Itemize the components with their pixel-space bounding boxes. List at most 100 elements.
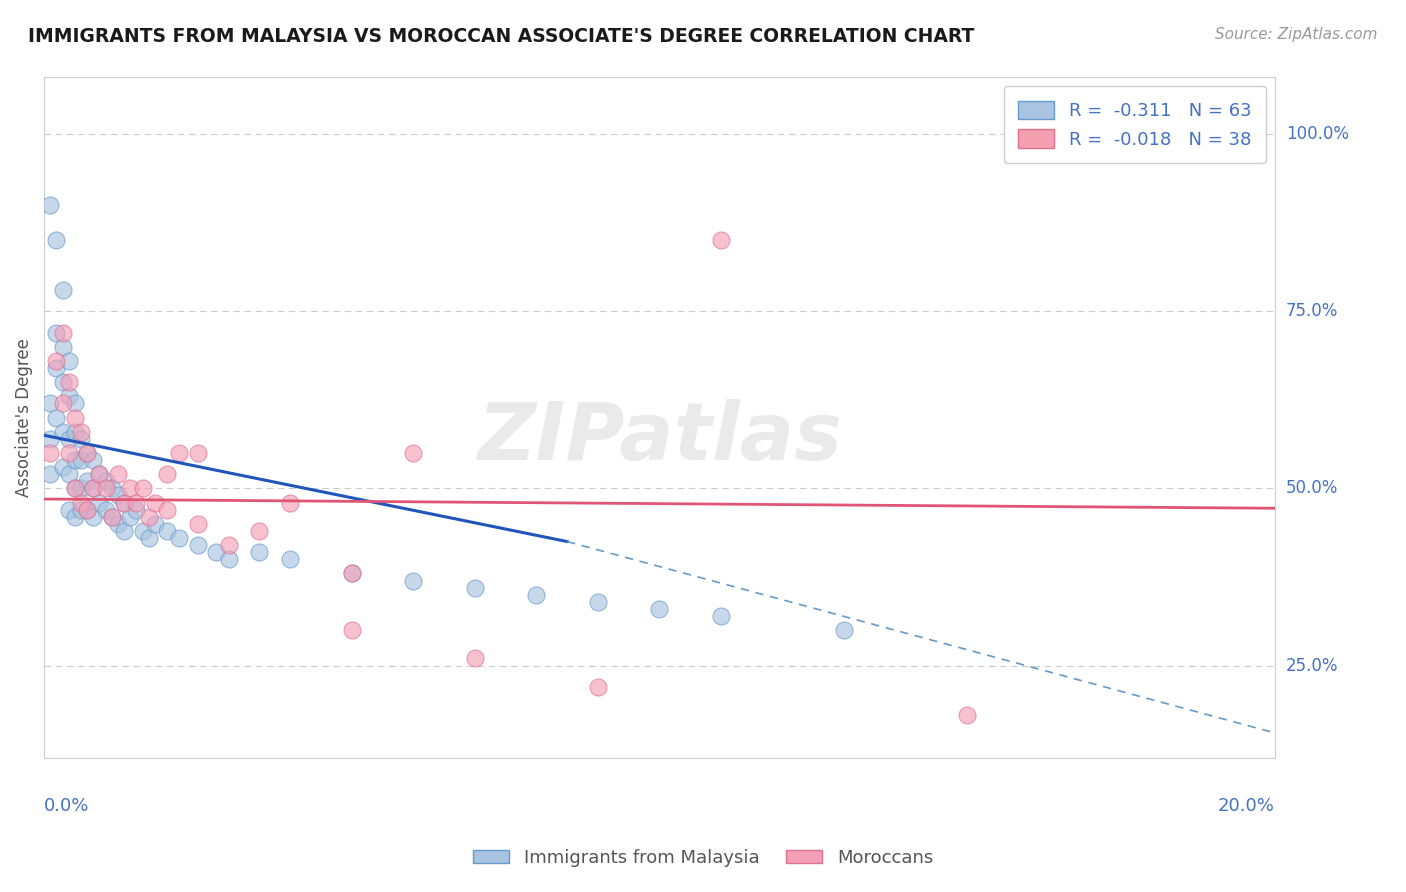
- Point: [169, 446, 191, 460]
- Point: [58, 446, 80, 460]
- Point: [63, 453, 86, 467]
- Legend: Immigrants from Malaysia, Moroccans: Immigrants from Malaysia, Moroccans: [465, 842, 941, 874]
- Point: [70, 453, 93, 467]
- Point: [63, 396, 86, 410]
- Point: [249, 524, 271, 538]
- Point: [76, 446, 98, 460]
- Point: [45, 326, 67, 340]
- Point: [52, 425, 75, 439]
- Point: [956, 708, 979, 723]
- Point: [112, 495, 135, 509]
- Point: [648, 602, 671, 616]
- Point: [52, 396, 75, 410]
- Point: [187, 446, 209, 460]
- Point: [82, 509, 104, 524]
- Point: [52, 283, 75, 297]
- Point: [82, 453, 104, 467]
- Point: [45, 234, 67, 248]
- Text: ZIPatlas: ZIPatlas: [477, 399, 842, 477]
- Point: [89, 467, 111, 482]
- Point: [340, 566, 363, 581]
- Point: [120, 509, 142, 524]
- Point: [63, 482, 86, 496]
- Point: [340, 566, 363, 581]
- Point: [278, 495, 301, 509]
- Point: [586, 595, 609, 609]
- Text: Source: ZipAtlas.com: Source: ZipAtlas.com: [1215, 27, 1378, 42]
- Point: [101, 482, 124, 496]
- Point: [70, 425, 93, 439]
- Text: 100.0%: 100.0%: [1286, 125, 1348, 143]
- Point: [101, 509, 124, 524]
- Point: [58, 375, 80, 389]
- Point: [70, 432, 93, 446]
- Point: [143, 516, 166, 531]
- Point: [39, 467, 62, 482]
- Point: [402, 574, 425, 588]
- Point: [76, 502, 98, 516]
- Point: [156, 502, 179, 516]
- Point: [107, 488, 129, 502]
- Point: [70, 482, 93, 496]
- Text: 25.0%: 25.0%: [1286, 657, 1339, 674]
- Point: [39, 198, 62, 212]
- Point: [112, 495, 135, 509]
- Text: IMMIGRANTS FROM MALAYSIA VS MOROCCAN ASSOCIATE'S DEGREE CORRELATION CHART: IMMIGRANTS FROM MALAYSIA VS MOROCCAN ASS…: [28, 27, 974, 45]
- Point: [58, 502, 80, 516]
- Point: [45, 361, 67, 376]
- Point: [76, 446, 98, 460]
- Point: [101, 509, 124, 524]
- Point: [70, 502, 93, 516]
- Point: [52, 375, 75, 389]
- Point: [710, 609, 733, 624]
- Point: [249, 545, 271, 559]
- Point: [76, 475, 98, 489]
- Point: [131, 482, 153, 496]
- Point: [832, 623, 855, 637]
- Point: [63, 509, 86, 524]
- Point: [125, 502, 148, 516]
- Point: [218, 552, 240, 566]
- Point: [82, 482, 104, 496]
- Point: [138, 509, 160, 524]
- Text: 20.0%: 20.0%: [1218, 797, 1275, 814]
- Point: [89, 495, 111, 509]
- Point: [586, 680, 609, 694]
- Point: [63, 482, 86, 496]
- Legend: R =  -0.311   N = 63, R =  -0.018   N = 38: R = -0.311 N = 63, R = -0.018 N = 38: [1004, 87, 1265, 163]
- Point: [52, 460, 75, 475]
- Point: [94, 502, 117, 516]
- Point: [125, 495, 148, 509]
- Point: [94, 482, 117, 496]
- Point: [156, 524, 179, 538]
- Point: [278, 552, 301, 566]
- Point: [464, 651, 486, 665]
- Point: [45, 410, 67, 425]
- Point: [218, 538, 240, 552]
- Point: [131, 524, 153, 538]
- Point: [39, 396, 62, 410]
- Text: 75.0%: 75.0%: [1286, 302, 1339, 320]
- Point: [63, 425, 86, 439]
- Point: [464, 581, 486, 595]
- Y-axis label: Associate's Degree: Associate's Degree: [15, 338, 32, 497]
- Point: [710, 234, 733, 248]
- Point: [524, 588, 547, 602]
- Point: [340, 623, 363, 637]
- Point: [143, 495, 166, 509]
- Point: [187, 516, 209, 531]
- Text: 50.0%: 50.0%: [1286, 479, 1339, 498]
- Point: [107, 467, 129, 482]
- Point: [45, 354, 67, 368]
- Point: [39, 446, 62, 460]
- Point: [58, 389, 80, 403]
- Point: [107, 516, 129, 531]
- Point: [39, 432, 62, 446]
- Point: [70, 495, 93, 509]
- Point: [52, 326, 75, 340]
- Point: [169, 531, 191, 545]
- Text: 0.0%: 0.0%: [44, 797, 90, 814]
- Point: [112, 524, 135, 538]
- Point: [205, 545, 228, 559]
- Point: [58, 354, 80, 368]
